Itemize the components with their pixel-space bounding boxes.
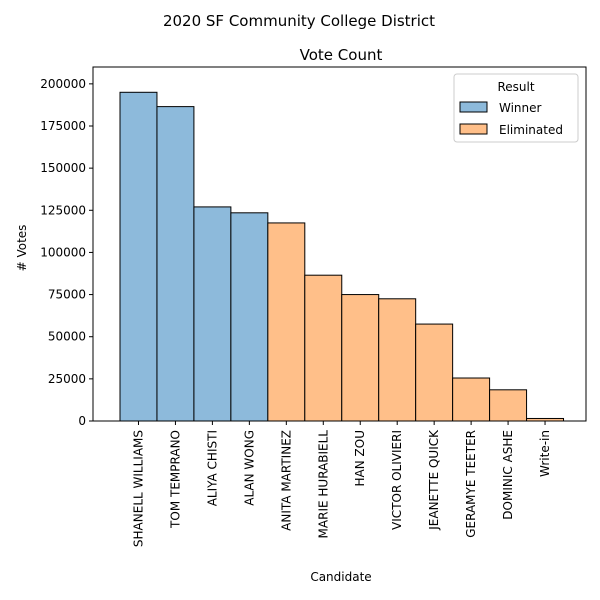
bar-anita-martinez (267, 222, 306, 422)
y-tick-label: 50000 (48, 330, 86, 344)
x-tick-label-victor-olivieri: VICTOR OLIVIERI (390, 430, 404, 530)
bars-layer (119, 91, 565, 422)
x-tick-label-jeanette-quick: JEANETTE QUICK (427, 429, 441, 531)
bar-marie-hurabiell (304, 274, 343, 422)
y-tick-label: 75000 (48, 288, 86, 302)
x-tick-label-alan-wong: ALAN WONG (242, 430, 256, 506)
legend-title: Result (497, 80, 534, 94)
bar-tom-temprano (156, 106, 195, 422)
x-tick-label-aliya-chisti: ALIYA CHISTI (205, 430, 219, 506)
x-ticks: SHANELL WILLIAMS TOM TEMPRANO ALIYA CHISTI… (131, 421, 552, 547)
legend-label-eliminated: Eliminated (499, 123, 563, 137)
x-tick-label-marie-hurabiell: MARIE HURABIELL (316, 430, 330, 539)
x-tick-label-shanell-williams: SHANELL WILLIAMS (131, 430, 145, 547)
legend: Result Winner Eliminated (453, 73, 579, 143)
bar-shanell-williams (119, 91, 158, 422)
x-tick-label-han-zou: HAN ZOU (353, 430, 367, 486)
y-ticks: 0 25000 50000 75000 100000 125000 150000 175000… (40, 77, 93, 428)
figure-suptitle: 2020 SF Community College District (163, 12, 435, 30)
y-tick-label: 150000 (40, 161, 86, 175)
plot-title: Vote Count (300, 46, 383, 64)
x-tick-label-write-in: Write-in (538, 430, 552, 477)
bar-alan-wong (230, 212, 269, 422)
x-axis-title: Candidate (310, 570, 371, 584)
y-tick-label: 200000 (40, 77, 86, 91)
y-tick-label: 25000 (48, 372, 86, 386)
bar-geramye-teeter (452, 377, 491, 422)
x-tick-label-tom-temprano: TOM TEMPRANO (168, 430, 182, 529)
axes-layer (92, 66, 587, 422)
bar-aliya-chisti (193, 206, 232, 422)
legend-label-winner: Winner (499, 101, 542, 115)
y-tick-label: 175000 (40, 119, 86, 133)
y-axis-title: # Votes (15, 225, 29, 272)
bar-dominic-ashe (489, 389, 528, 422)
legend-swatch-eliminated (459, 123, 488, 135)
plot-frame (92, 66, 587, 422)
x-tick-label-geramye-teeter: GERAMYE TEETER (464, 430, 478, 538)
y-tick-label: 0 (78, 414, 86, 428)
bar-jeanette-quick (415, 323, 454, 422)
x-tick-label-dominic-ashe: DOMINIC ASHE (501, 430, 515, 520)
y-tick-label: 125000 (40, 203, 86, 217)
bar-han-zou (341, 294, 380, 422)
y-tick-label: 100000 (40, 245, 86, 259)
legend-swatch-winner (459, 101, 488, 113)
x-tick-label-anita-martinez: ANITA MARTINEZ (279, 430, 293, 531)
bar-victor-olivieri (378, 298, 417, 422)
